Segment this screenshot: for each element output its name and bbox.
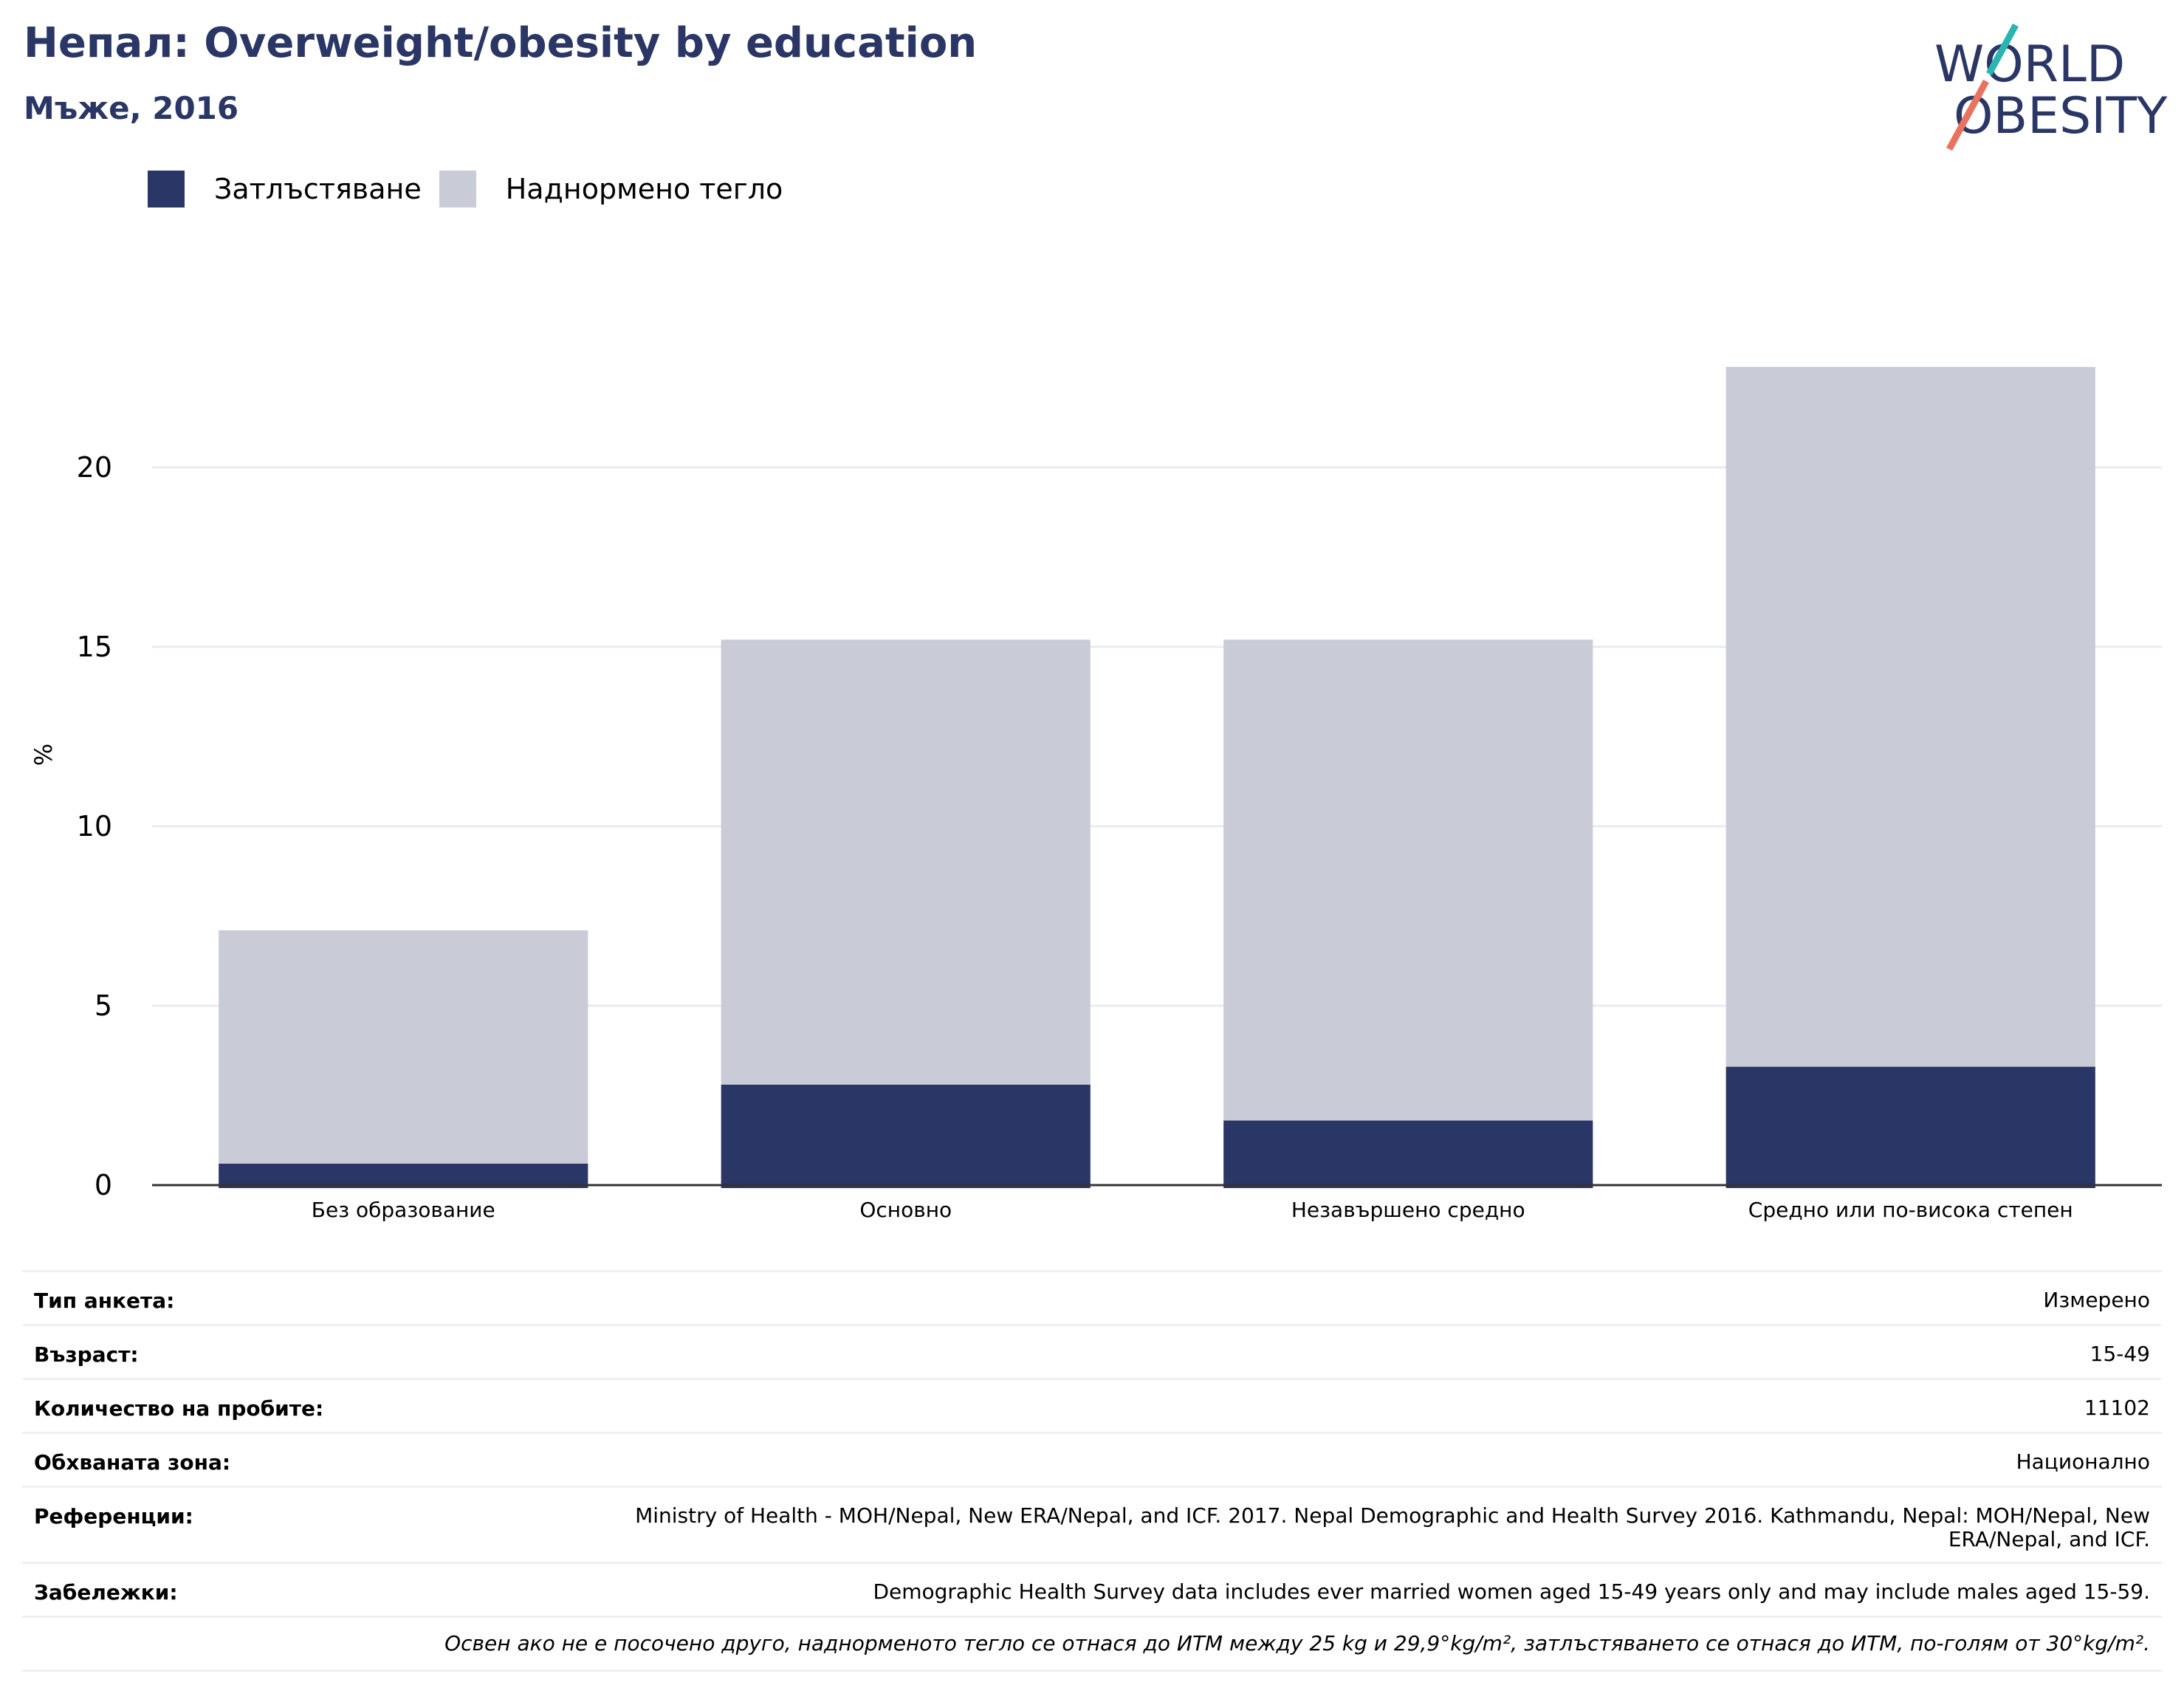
footnote: Освен ако не е посочено друго, наднормен… xyxy=(22,1616,2162,1672)
legend-swatch-overweight xyxy=(439,171,476,207)
info-key: Референции: xyxy=(34,1504,193,1528)
y-tick-labels: 0 5 10 15 20 xyxy=(77,451,112,1201)
y-tick-label: 0 xyxy=(95,1169,112,1201)
bar-obesity-1 xyxy=(721,1084,1091,1188)
bar-overweight-1 xyxy=(721,639,1091,1085)
x-tick-label: Средно или по-висока степен xyxy=(1748,1198,2073,1222)
y-tick-label: 20 xyxy=(77,451,112,484)
bar-overweight-0 xyxy=(219,930,588,1164)
info-row-area: Обхваната зона: Национално xyxy=(22,1432,2162,1486)
x-tick-label: Незавършено средно xyxy=(1291,1198,1525,1222)
info-row-notes: Забележки: Demographic Health Survey dat… xyxy=(22,1562,2162,1616)
y-tick-label: 10 xyxy=(77,810,112,843)
info-key: Тип анкета: xyxy=(34,1288,175,1313)
y-tick-label: 15 xyxy=(77,631,112,663)
logo-slash-teal xyxy=(1986,23,2019,76)
info-key: Забележки: xyxy=(34,1580,178,1605)
bar-obesity-3 xyxy=(1725,1066,2095,1188)
legend-item-obesity: Затлъстяване xyxy=(148,171,422,207)
y-tick-label: 5 xyxy=(95,989,112,1022)
legend-label-obesity: Затлъстяване xyxy=(214,173,422,205)
bar-chart: 0 5 10 15 20 Без образование Основно Незавърше… xyxy=(30,366,2162,1222)
chart-title: Непал: Overweight/obesity by education xyxy=(24,19,978,67)
x-tick-label: Без образование xyxy=(312,1198,495,1222)
logo-slash-coral xyxy=(1946,79,1989,151)
logo-line-2: OBESITY xyxy=(1954,87,2168,145)
info-value: Demographic Health Survey data includes … xyxy=(873,1579,2150,1604)
info-key: Възраст: xyxy=(34,1342,139,1367)
info-key: Количество на пробите: xyxy=(34,1396,324,1421)
bar-overweight-3 xyxy=(1725,366,2095,1067)
logo-line-1: WORLD xyxy=(1934,35,2125,94)
bar-obesity-0 xyxy=(219,1163,588,1188)
world-obesity-logo: WORLD OBESITY xyxy=(1934,23,2168,151)
info-value: 11102 xyxy=(2084,1396,2150,1420)
x-tick-label: Основно xyxy=(859,1198,952,1222)
bar-obesity-2 xyxy=(1223,1120,1593,1188)
info-key: Обхваната зона: xyxy=(34,1450,231,1475)
chart-legend: Затлъстяване Наднормено тегло xyxy=(148,168,800,210)
legend-swatch-obesity xyxy=(148,171,185,207)
y-axis-label: % xyxy=(30,744,58,766)
info-row-sample-size: Количество на пробите: 11102 xyxy=(22,1378,2162,1432)
info-row-survey-type: Тип анкета: Измерено xyxy=(22,1270,2162,1324)
info-value: Национално xyxy=(2016,1449,2150,1474)
info-value: Измерено xyxy=(2043,1288,2150,1312)
legend-item-overweight: Наднормено тегло xyxy=(439,171,783,207)
x-tick-labels: Без образование Основно Незавършено средно… xyxy=(312,1198,2073,1222)
info-row-age: Възраст: 15-49 xyxy=(22,1324,2162,1378)
chart-subtitle: Мъже, 2016 xyxy=(24,90,239,126)
info-value: Ministry of Health - MOH/Nepal, New ERA/… xyxy=(635,1503,2150,1551)
info-value: 15-49 xyxy=(2089,1342,2150,1366)
info-row-references: Референции: Ministry of Health - MOH/Nep… xyxy=(22,1486,2162,1562)
legend-label-overweight: Наднормено тегло xyxy=(505,173,783,205)
bar-overweight-2 xyxy=(1223,639,1593,1121)
info-table: Тип анкета: Измерено Възраст: 15-49 Коли… xyxy=(22,1270,2162,1672)
bars xyxy=(219,366,2095,1188)
